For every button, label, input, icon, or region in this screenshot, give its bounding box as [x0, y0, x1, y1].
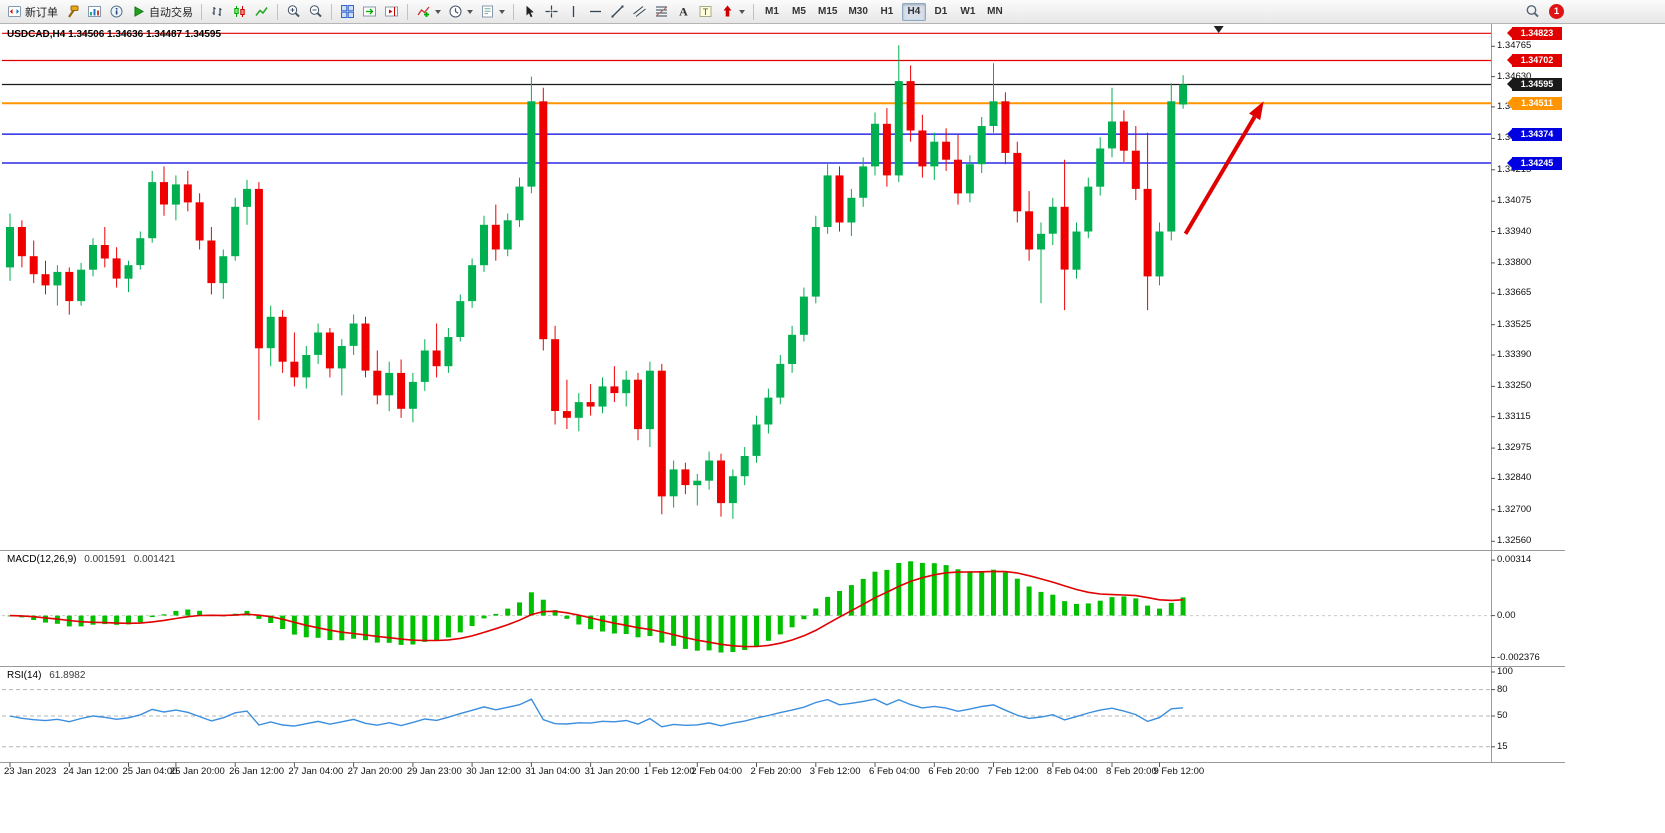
hammer-icon: [65, 4, 80, 19]
chart-shift-button[interactable]: [381, 2, 402, 22]
up-arrow-annotation: [1183, 101, 1264, 235]
rsi-indicator-label: RSI(14) 61.8982: [7, 670, 85, 681]
text-tool-button[interactable]: A: [673, 2, 694, 22]
bar-chart-mode-button[interactable]: [207, 2, 228, 22]
trendline-tool-button[interactable]: [607, 2, 628, 22]
vertical-line-tool-button[interactable]: [563, 2, 584, 22]
indicators-list-button[interactable]: [413, 2, 444, 22]
chart-shift-marker: [1213, 26, 1224, 33]
new-order-icon: [7, 4, 22, 19]
toolbar-separator: [513, 3, 514, 20]
mql-editor-button[interactable]: [62, 2, 83, 22]
candlestick-mode-button[interactable]: [229, 2, 250, 22]
clock-icon: [448, 4, 463, 19]
channel-icon: [632, 4, 647, 19]
svg-text:T: T: [703, 7, 709, 17]
template-icon: [480, 4, 495, 19]
zoom-in-icon: [286, 4, 301, 19]
zoom-out-icon: [308, 4, 323, 19]
chevron-down-icon: [499, 9, 505, 14]
toolbar-right-cluster: 1: [1522, 2, 1564, 22]
chart-symbol-ohlc-label: USDCAD,H4 1.34506 1.34636 1.34487 1.3459…: [7, 29, 222, 40]
search-button[interactable]: [1522, 2, 1543, 22]
shift-icon: [384, 4, 399, 19]
market-watch-button[interactable]: [84, 2, 105, 22]
cursor-button[interactable]: [519, 2, 540, 22]
market-watch-icon: [87, 4, 102, 19]
hline-icon: [588, 4, 603, 19]
tline-icon: [610, 4, 625, 19]
arrow-icon: [720, 4, 735, 19]
rsi-value: 61.8982: [49, 670, 86, 681]
line-icon: [254, 4, 269, 19]
zoom-in-button[interactable]: [283, 2, 304, 22]
text-label-tool-button[interactable]: T: [695, 2, 716, 22]
cursor-icon: [522, 4, 537, 19]
timeframe-m15-button[interactable]: M15: [814, 3, 841, 21]
chart-canvas[interactable]: [0, 23, 1565, 780]
play-icon: [131, 4, 146, 19]
toolbar-separator: [277, 3, 278, 20]
main-toolbar: 新订单 自动交易 A T M1 M5 M15 M30 H1 H4 D1 W1 MN 1: [0, 0, 1665, 24]
new-order-label: 新订单: [25, 6, 58, 19]
fibonacci-tool-button[interactable]: [651, 2, 672, 22]
macd-indicator-label: MACD(12,26,9) 0.001591 0.001421: [7, 554, 175, 565]
chevron-down-icon: [739, 9, 745, 14]
equidistant-channel-tool-button[interactable]: [629, 2, 650, 22]
svg-text:A: A: [679, 5, 688, 19]
macd-main-value: 0.001591: [84, 554, 126, 565]
timeframe-m30-button[interactable]: M30: [844, 3, 871, 21]
toolbar-separator: [407, 3, 408, 20]
crosshair-button[interactable]: [541, 2, 562, 22]
line-chart-mode-button[interactable]: [251, 2, 272, 22]
autoscroll-icon: [362, 4, 377, 19]
timeframe-mn-button[interactable]: MN: [983, 3, 1007, 21]
tile-windows-button[interactable]: [337, 2, 358, 22]
auto-trading-button[interactable]: 自动交易: [128, 2, 196, 22]
timeframe-m1-button[interactable]: M1: [760, 3, 784, 21]
macd-name: MACD(12,26,9): [7, 554, 77, 565]
search-icon: [1525, 4, 1540, 19]
horizontal-line-tool-button[interactable]: [585, 2, 606, 22]
toolbar-separator: [331, 3, 332, 20]
chevron-down-icon: [467, 9, 473, 14]
bars-icon: [210, 4, 225, 19]
toolbar-separator: [753, 3, 754, 20]
auto-scroll-button[interactable]: [359, 2, 380, 22]
rsi-name: RSI(14): [7, 670, 42, 681]
templates-button[interactable]: [477, 2, 508, 22]
periods-button[interactable]: [445, 2, 476, 22]
timeframe-d1-button[interactable]: D1: [929, 3, 953, 21]
usdcad-h4-chart-window: USDCAD,H4 1.34506 1.34636 1.34487 1.3459…: [0, 23, 1565, 780]
textA-icon: A: [676, 4, 691, 19]
auto-trading-label: 自动交易: [149, 6, 193, 19]
crosshair-icon: [544, 4, 559, 19]
toolbar-separator: [201, 3, 202, 20]
notification-badge[interactable]: 1: [1549, 4, 1564, 19]
indicator-icon: [416, 4, 431, 19]
textT-icon: T: [698, 4, 713, 19]
timeframe-h1-button[interactable]: H1: [875, 3, 899, 21]
arrows-tool-button[interactable]: [717, 2, 748, 22]
candles-icon: [232, 4, 247, 19]
timeframe-m5-button[interactable]: M5: [787, 3, 811, 21]
info-icon: [109, 4, 124, 19]
vline-icon: [566, 4, 581, 19]
macd-signal-value: 0.001421: [133, 554, 176, 565]
fibo-icon: [654, 4, 669, 19]
timeframe-h4-button[interactable]: H4: [901, 2, 926, 21]
tiles-icon: [340, 4, 355, 19]
zoom-out-button[interactable]: [305, 2, 326, 22]
chevron-down-icon: [435, 9, 441, 14]
timeframe-w1-button[interactable]: W1: [956, 3, 980, 21]
data-window-button[interactable]: [106, 2, 127, 22]
new-order-button[interactable]: 新订单: [4, 2, 61, 22]
